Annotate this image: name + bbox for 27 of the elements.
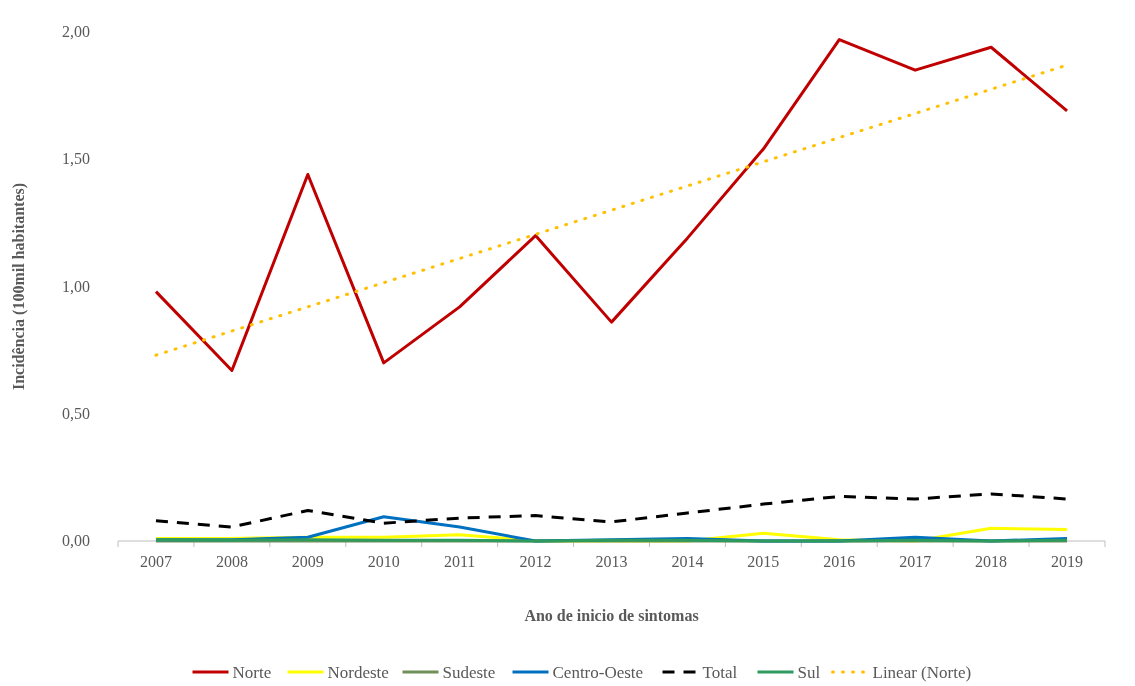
x-axis-title: Ano de inicio de sintomas <box>524 607 699 624</box>
legend-label: Centro-Oeste <box>552 663 644 682</box>
legend-label: Nordeste <box>327 663 389 682</box>
y-tick-label: 0,00 <box>62 532 90 549</box>
y-tick-label: 1,00 <box>62 277 90 295</box>
y-tick-label: 0,50 <box>62 404 90 422</box>
legend-label: Norte <box>232 663 272 682</box>
x-tick-label: 2009 <box>291 553 324 570</box>
legend-label: Linear (Norte) <box>872 663 972 682</box>
legend-label: Total <box>702 663 738 682</box>
x-tick-label: 2018 <box>975 553 1008 570</box>
y-tick-label: 1,50 <box>62 150 90 168</box>
x-tick-label: 2016 <box>823 553 856 570</box>
x-tick-label: 2019 <box>1051 553 1084 570</box>
x-tick-label: 2013 <box>595 553 628 570</box>
legend-label: Sul <box>797 663 821 682</box>
x-tick-label: 2014 <box>671 553 704 570</box>
x-tick-label: 2012 <box>519 553 552 570</box>
y-tick-label: 2,00 <box>62 23 90 40</box>
x-tick-label: 2011 <box>443 553 476 570</box>
x-tick-label: 2010 <box>367 553 400 570</box>
x-tick-label: 2007 <box>139 553 172 570</box>
y-axis-title: Incidência (100mil habitantes) <box>10 182 28 391</box>
x-tick-label: 2008 <box>215 553 248 570</box>
x-tick-label: 2017 <box>899 553 932 570</box>
x-tick-label: 2015 <box>747 553 780 570</box>
legend-label: Sudeste <box>442 663 496 682</box>
